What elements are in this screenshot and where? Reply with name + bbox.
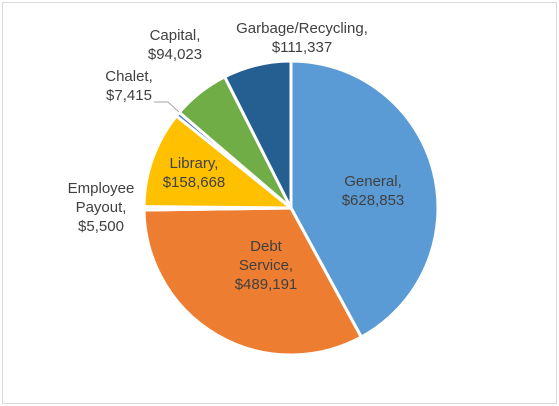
data-label-employee-payout: Employee Payout, $5,500 [68,180,135,235]
pie-chart: General, $628,853 Debt Service, $489,191 Empl… [68,20,440,357]
leader-line-chalet [154,101,180,113]
data-label-chalet: Chalet, $7,415 [105,68,153,104]
pie-slice-debt-service [142,206,363,357]
data-label-library: Library, $158,668 [163,155,226,191]
data-label-capital: Capital, $94,023 [148,27,202,63]
pie-slice-general [289,59,440,339]
data-label-debt-service: Debt Service, $489,191 [235,238,298,293]
pie-slice-garbage-recycling [223,59,293,210]
pie-slice-library [142,114,293,210]
data-label-garbage-recycling: Garbage/Recycling, $111,337 [236,20,368,56]
data-label-general: General, $628,853 [342,173,405,209]
